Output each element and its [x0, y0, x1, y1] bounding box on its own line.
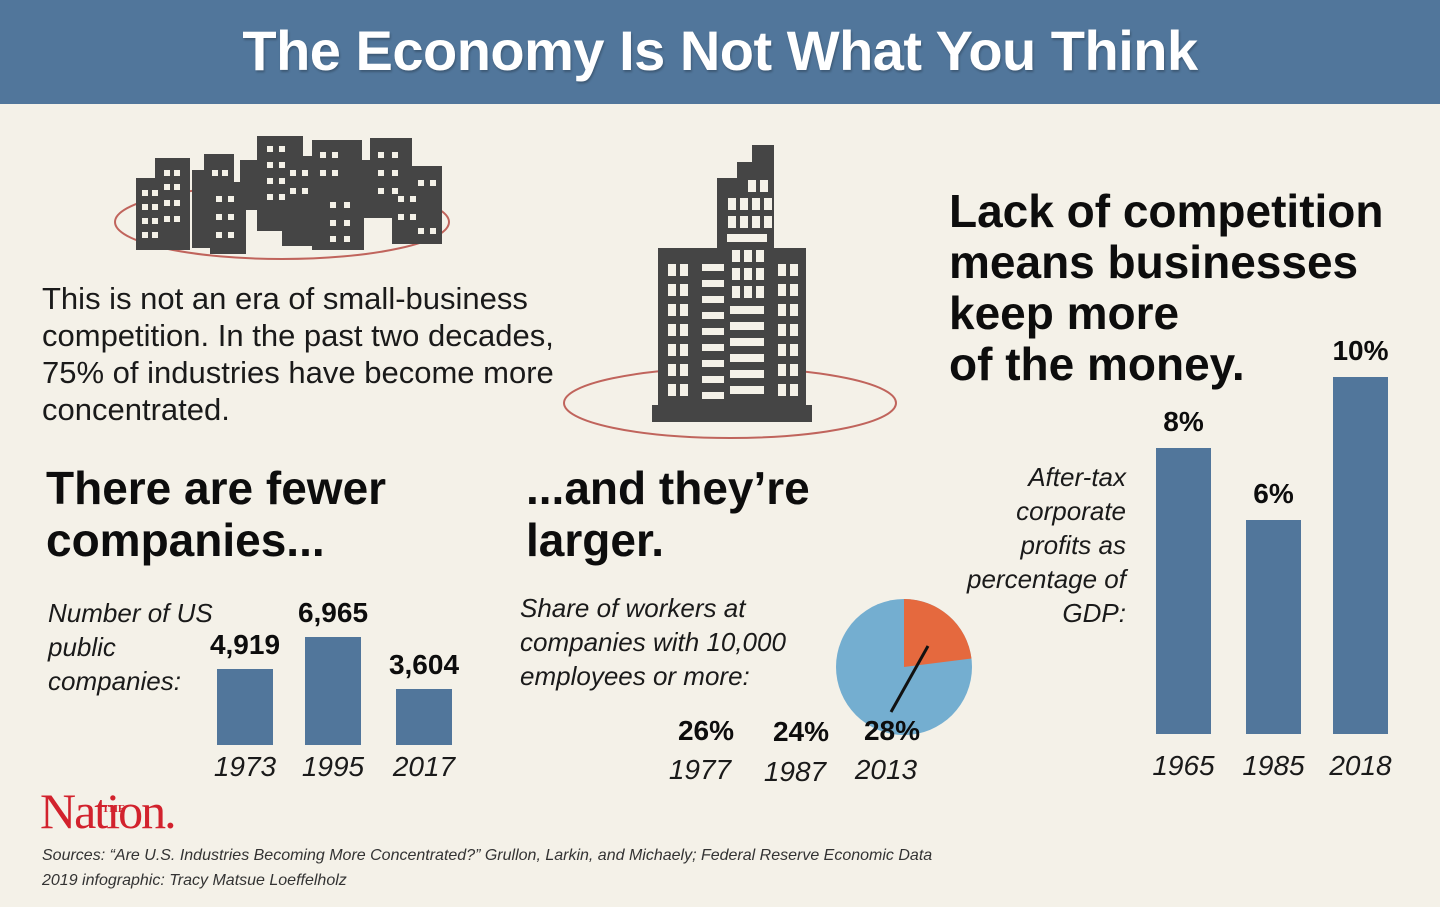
worker-share-pie-chart	[836, 599, 972, 735]
headline-larger: ...and they’re larger.	[526, 462, 906, 566]
profits-value-label-1985: 6%	[1253, 478, 1294, 509]
headline-lack-line3: keep more	[949, 287, 1180, 339]
companies-year-label-1995: 1995	[301, 751, 365, 782]
companies-bar-chart: 4,919 1973 6,965 1995 3,604 2017	[200, 590, 480, 785]
companies-value-label-2017: 3,604	[388, 649, 460, 680]
header-banner	[0, 0, 1440, 104]
worker-share-value-1987: 24%	[772, 716, 830, 747]
headline-fewer-companies: There are fewer companies...	[46, 462, 466, 566]
headline-lack-of-competition: Lack of competition means businesses kee…	[949, 186, 1419, 390]
chart-label-profits: After-tax corporate profits as percentag…	[966, 462, 1126, 628]
worker-share-value-2013: 28%	[863, 715, 921, 746]
chart-label-companies: Number of US public companies:	[48, 598, 213, 696]
companies-value-label-1973: 4,919	[209, 629, 281, 660]
worker-share-values: 26% 1977 24% 1987 28% 2013	[656, 712, 956, 792]
pie-pointer-line	[889, 645, 930, 713]
profits-bar-2018	[1333, 377, 1388, 734]
sources-text: Sources: “Are U.S. Industries Becoming M…	[42, 847, 933, 864]
worker-share-value-1977: 26%	[677, 715, 735, 746]
the-nation-logo: THE Nation.	[40, 783, 177, 839]
logo-the-text: THE	[102, 803, 126, 815]
worker-share-year-2013: 2013	[854, 754, 918, 785]
profits-value-label-1965: 8%	[1163, 406, 1204, 437]
skyscraper-icon	[563, 145, 897, 439]
intro-paragraph: This is not an era of small-business com…	[42, 281, 554, 427]
pie-highlight-slice	[904, 599, 972, 667]
credit-text: 2019 infographic: Tracy Matsue Loeffelho…	[42, 872, 347, 889]
headline-fewer-line1: There are fewer	[46, 462, 387, 514]
worker-share-year-1987: 1987	[763, 756, 827, 787]
companies-year-label-1973: 1973	[213, 751, 277, 782]
companies-bar-2017	[396, 689, 452, 745]
profits-bar-1965	[1156, 448, 1211, 734]
city-skyline-icon	[114, 136, 450, 260]
page-title: The Economy Is Not What You Think	[242, 19, 1198, 82]
profits-bar-chart: 8% 1965 6% 1985 10% 2018	[1140, 330, 1400, 790]
headline-larger-line1: ...and they’re	[526, 462, 810, 514]
profits-value-label-2018: 10%	[1332, 335, 1389, 366]
headline-larger-line2: larger.	[526, 514, 665, 566]
logo-nation-text: Nation.	[40, 783, 177, 839]
worker-share-year-1977: 1977	[668, 754, 732, 785]
companies-value-label-1995: 6,965	[297, 597, 369, 628]
profits-year-label-1965: 1965	[1152, 750, 1215, 781]
companies-year-label-2017: 2017	[392, 751, 456, 782]
chart-label-workers: Share of workers at companies with 10,00…	[520, 593, 786, 691]
headline-lack-line2: means businesses	[949, 236, 1359, 288]
profits-year-label-2018: 2018	[1329, 750, 1392, 781]
companies-bar-1995	[305, 637, 361, 745]
headline-fewer-line2: companies...	[46, 514, 325, 566]
profits-bar-1985	[1246, 520, 1301, 734]
headline-lack-line1: Lack of competition	[949, 185, 1384, 237]
profits-year-label-1985: 1985	[1242, 750, 1305, 781]
companies-bar-1973	[217, 669, 273, 745]
headline-lack-line4: of the money.	[949, 338, 1245, 390]
